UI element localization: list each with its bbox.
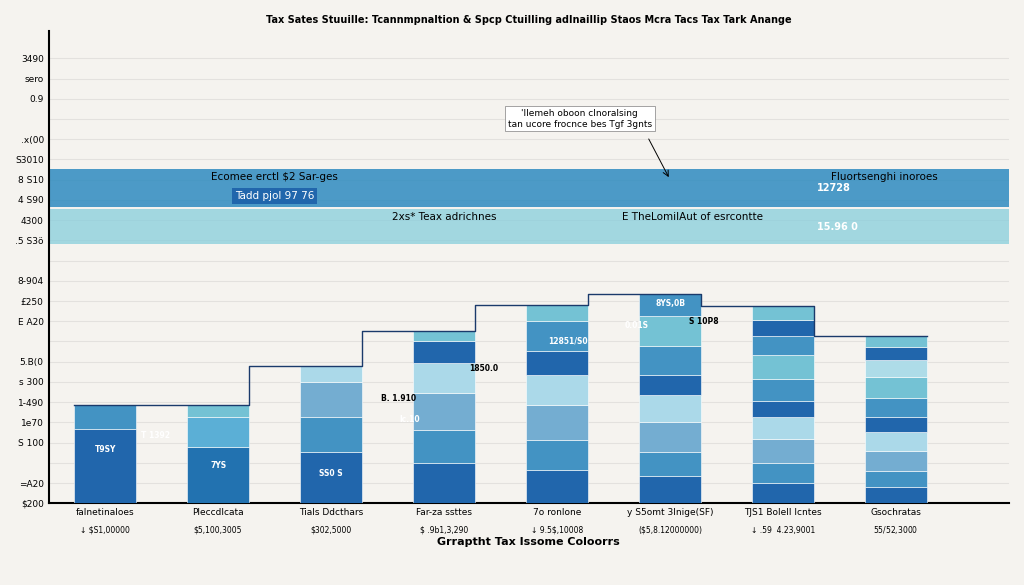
Text: $5,100,3005: $5,100,3005 [194,526,243,535]
Bar [865,398,927,417]
Title: Tax Sates Stuuille: Tcannmpnaltion & Spcp Ctuilling adlnaillip Staos Mcra Tacs T: Tax Sates Stuuille: Tcannmpnaltion & Spc… [266,15,792,25]
Bar [752,307,814,320]
Text: ↓ $S1,00000: ↓ $S1,00000 [80,526,130,535]
Bar [639,294,701,316]
Bar [752,401,814,417]
Text: $302,5000: $302,5000 [310,526,351,535]
Bar [752,463,814,483]
Text: T 1392: T 1392 [141,431,170,441]
Bar [413,463,475,503]
Text: ↓ 9.5$,10008: ↓ 9.5$,10008 [530,526,584,535]
Bar [752,483,814,503]
Text: 55$/ $52,3000: 55$/ $52,3000 [873,524,919,536]
Bar [48,209,1009,245]
Bar [413,431,475,463]
Bar [187,417,249,447]
Bar [865,450,927,471]
Bar [413,342,475,363]
Bar [639,316,701,346]
Text: Tadd pjol 97 76: Tadd pjol 97 76 [234,191,314,201]
Bar [526,351,588,375]
Bar [187,447,249,503]
Bar [865,417,927,432]
Bar [413,393,475,431]
Text: Ecomee erctl $2 Sar-ges: Ecomee erctl $2 Sar-ges [211,172,338,182]
Bar [526,405,588,440]
X-axis label: Grraptht Tax Issome Coloorrs: Grraptht Tax Issome Coloorrs [437,536,621,546]
Text: 15.96 0: 15.96 0 [817,222,858,232]
Text: 12728: 12728 [817,183,851,192]
Bar [865,377,927,398]
Bar [639,375,701,395]
Bar [526,321,588,351]
Text: SS0 S: SS0 S [319,469,343,478]
Bar [865,360,927,377]
Bar [526,440,588,470]
Bar [752,336,814,355]
Bar [639,395,701,422]
Bar [865,347,927,360]
Bar [526,305,588,321]
Text: ($5,8.12000000): ($5,8.12000000) [638,526,702,535]
Bar [639,452,701,476]
Text: lc.10: lc.10 [399,415,421,424]
Text: 2xs* Teax adrichnes: 2xs* Teax adrichnes [392,212,497,222]
Bar [526,375,588,405]
Bar [413,363,475,393]
Text: S 10P8: S 10P8 [689,316,719,326]
Text: $ .9b1,3,290: $ .9b1,3,290 [420,526,468,535]
Text: Fluortsenghi inoroes: Fluortsenghi inoroes [831,172,938,182]
Bar [48,169,1009,207]
Bar [187,405,249,417]
Bar [413,331,475,342]
Text: ↓ .59  4.23,9001: ↓ .59 4.23,9001 [751,526,815,535]
Text: 7YS: 7YS [210,461,226,470]
Bar [639,422,701,452]
Text: 12851/S0: 12851/S0 [549,337,588,346]
Text: 'llemeh oboon clnoralsing
tan ucore frocnce bes Tgf 3gnts: 'llemeh oboon clnoralsing tan ucore froc… [508,109,651,129]
Bar [300,366,362,382]
Bar [865,487,927,503]
Bar [639,346,701,375]
Bar [865,432,927,450]
Bar [752,379,814,401]
Bar [752,439,814,463]
Text: B. 1.910: B. 1.910 [381,394,417,402]
Bar [752,355,814,379]
Bar [639,476,701,503]
Text: 0.01S: 0.01S [625,321,648,330]
Bar [74,405,136,429]
Bar [752,417,814,439]
Text: 8YS,0B: 8YS,0B [655,299,685,308]
Bar [300,417,362,452]
Text: T9SY: T9SY [94,445,116,454]
Bar [865,336,927,347]
Bar [74,429,136,503]
Text: 1850.0: 1850.0 [469,364,498,373]
Bar [526,470,588,503]
Text: E TheLomilAut of esrcontte: E TheLomilAut of esrcontte [623,212,763,222]
Bar [300,452,362,503]
Bar [752,320,814,336]
Bar [865,471,927,487]
Bar [300,382,362,417]
